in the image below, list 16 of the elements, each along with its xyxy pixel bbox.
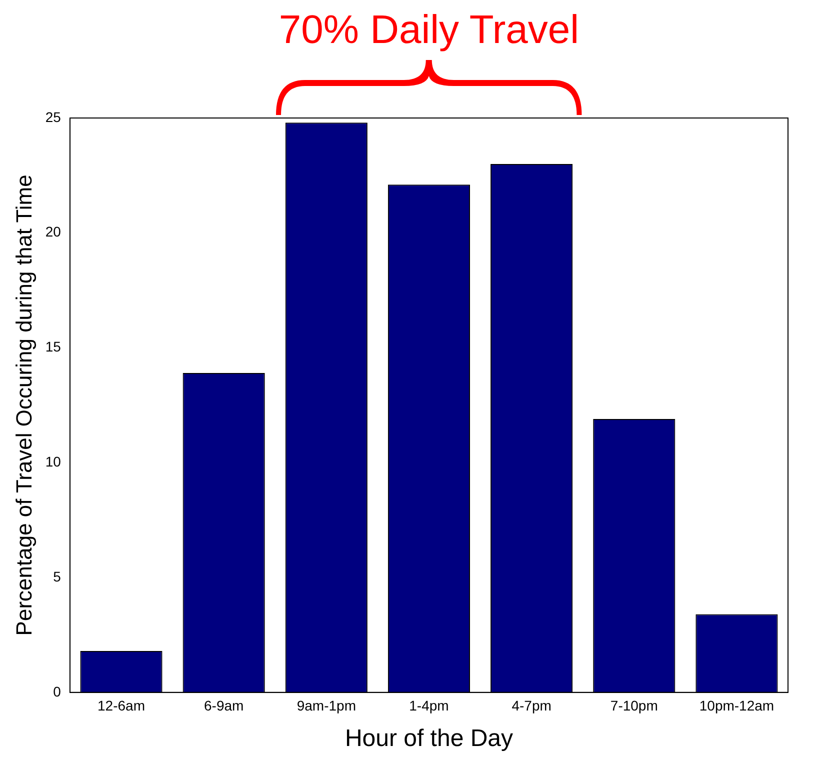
y-axis-title: Percentage of Travel Occuring during that Time: [11, 174, 36, 636]
y-tick-label: 15: [45, 338, 62, 355]
y-tick-label: 5: [53, 568, 62, 584]
y-tick-label: 25: [45, 108, 62, 125]
text: 70% Daily Travel: [278, 8, 580, 53]
x-tick-label: 4-7pm: [512, 698, 552, 714]
x-tick-label: 9am-1pm: [296, 698, 356, 714]
y-tick-label: 10: [45, 454, 62, 470]
x-tick-label: 6-9am: [204, 698, 244, 714]
x-axis-title: Hour of the Day: [344, 725, 514, 752]
x-tick-label: 12-6am: [98, 698, 145, 714]
y-tick-label: 0: [53, 683, 62, 700]
y-tick-label: 20: [45, 224, 62, 240]
x-tick-label: 7-10pm: [610, 698, 658, 714]
x-tick-label: 10pm-12am: [699, 698, 774, 714]
x-tick-label: 1-4pm: [409, 698, 449, 714]
